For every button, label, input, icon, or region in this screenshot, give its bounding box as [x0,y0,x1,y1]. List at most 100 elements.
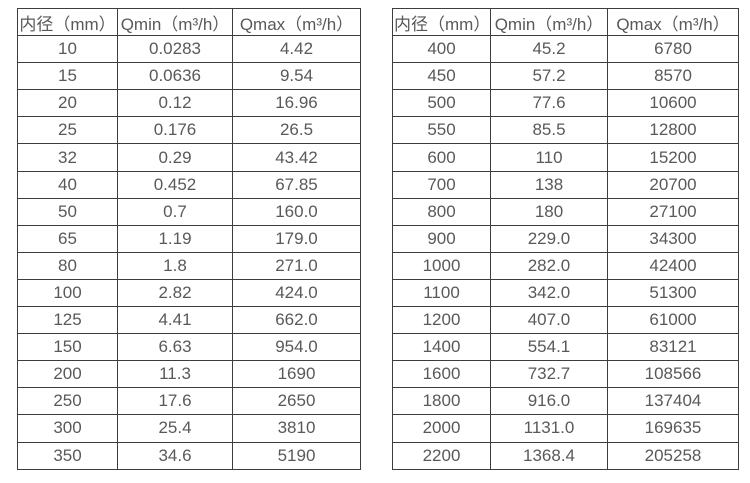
table-cell: 0.0636 [117,62,233,91]
table-cell: 17.6 [117,387,233,416]
table-cell: 350 [17,441,118,470]
table-cell: 51300 [607,278,739,308]
table-cell: 1200 [392,306,491,335]
table-cell: 25 [17,116,118,145]
table-row: 100 2.82 424.0 [17,278,361,308]
table-row: 1600 732.7 108566 [392,360,739,389]
table-row: 125 4.41 662.0 [17,306,361,335]
table-cell: 12800 [607,116,739,145]
table-cell: 150 [17,333,118,362]
table-body: 400 45.2 6780 450 57.2 8570 500 77.6 10600 550 85.… [392,35,739,470]
table-cell: 20700 [607,170,739,199]
table-cell: 125 [17,306,118,335]
table-cell: 9.54 [232,62,361,91]
table-cell: 1131.0 [490,414,608,443]
col-header-qmax: Qmax（m³/h） [232,7,361,37]
table-cell: 1.19 [117,224,233,253]
table-cell: 11.3 [117,360,233,389]
table-cell: 2.82 [117,278,233,308]
table-cell: 0.12 [117,89,233,118]
table-cell: 77.6 [490,89,608,118]
table-cell: 4.41 [117,306,233,335]
table-row: 1100 342.0 51300 [392,278,739,308]
header-row: 内径（mm） Qmin（m³/h） Qmax（m³/h） [17,7,361,37]
table-cell: 1100 [392,278,491,308]
table-cell: 662.0 [232,306,361,335]
col-header-qmin: Qmin（m³/h） [490,7,608,37]
table-cell: 45.2 [490,35,608,64]
table-row: 80 1.8 271.0 [17,251,361,280]
table-row: 65 1.19 179.0 [17,224,361,253]
table-row: 1200 407.0 61000 [392,306,739,335]
table-cell: 450 [392,62,491,91]
table-cell: 916.0 [490,387,608,416]
table-cell: 500 [392,89,491,118]
table-row: 15 0.0636 9.54 [17,62,361,91]
table-cell: 3810 [232,414,361,443]
col-header-qmax: Qmax（m³/h） [607,7,739,37]
table-cell: 1.8 [117,251,233,280]
table-cell: 108566 [607,360,739,389]
table-cell: 424.0 [232,278,361,308]
table-row: 1800 916.0 137404 [392,387,739,416]
table-cell: 180 [490,197,608,226]
table-cell: 34.6 [117,441,233,470]
table-row: 50 0.7 160.0 [17,197,361,226]
table-cell: 400 [392,35,491,64]
table-cell: 10 [17,35,118,64]
table-cell: 1800 [392,387,491,416]
table-cell: 8570 [607,62,739,91]
table-cell: 32 [17,143,118,172]
table-cell: 600 [392,143,491,172]
table-cell: 205258 [607,441,739,470]
table-row: 1000 282.0 42400 [392,251,739,280]
table-cell: 1368.4 [490,441,608,470]
table-cell: 554.1 [490,333,608,362]
table-cell: 550 [392,116,491,145]
table-cell: 6780 [607,35,739,64]
table-cell: 200 [17,360,118,389]
table-cell: 407.0 [490,306,608,335]
table-cell: 229.0 [490,224,608,253]
table-row: 350 34.6 5190 [17,441,361,470]
table-cell: 732.7 [490,360,608,389]
table-cell: 0.0283 [117,35,233,64]
table-row: 10 0.0283 4.42 [17,35,361,64]
table-cell: 900 [392,224,491,253]
table-cell: 67.85 [232,170,361,199]
table-cell: 0.29 [117,143,233,172]
table-cell: 1690 [232,360,361,389]
table-cell: 179.0 [232,224,361,253]
table-cell: 85.5 [490,116,608,145]
table-cell: 80 [17,251,118,280]
table-row: 1400 554.1 83121 [392,333,739,362]
table-row: 2200 1368.4 205258 [392,441,739,470]
table-row: 250 17.6 2650 [17,387,361,416]
table-cell: 954.0 [232,333,361,362]
table-cell: 2200 [392,441,491,470]
table-row: 900 229.0 34300 [392,224,739,253]
table-cell: 27100 [607,197,739,226]
table-cell: 40 [17,170,118,199]
table-cell: 43.42 [232,143,361,172]
flow-table-small-diameters: 内径（mm） Qmin（m³/h） Qmax（m³/h） 10 0.0283 4.4… [17,7,361,470]
table-row: 800 180 27100 [392,197,739,226]
table-cell: 6.63 [117,333,233,362]
table-cell: 300 [17,414,118,443]
col-header-inner-diameter: 内径（mm） [17,7,118,37]
table-cell: 282.0 [490,251,608,280]
table-cell: 61000 [607,306,739,335]
table-cell: 25.4 [117,414,233,443]
table-row: 600 110 15200 [392,143,739,172]
table-cell: 137404 [607,387,739,416]
table-row: 400 45.2 6780 [392,35,739,64]
table-cell: 4.42 [232,35,361,64]
table-cell: 10600 [607,89,739,118]
table-cell: 1400 [392,333,491,362]
table-row: 32 0.29 43.42 [17,143,361,172]
table-body: 10 0.0283 4.42 15 0.0636 9.54 20 0.12 16.96 25 0.1… [17,35,361,470]
table-row: 25 0.176 26.5 [17,116,361,145]
table-cell: 800 [392,197,491,226]
table-cell: 50 [17,197,118,226]
table-row: 20 0.12 16.96 [17,89,361,118]
